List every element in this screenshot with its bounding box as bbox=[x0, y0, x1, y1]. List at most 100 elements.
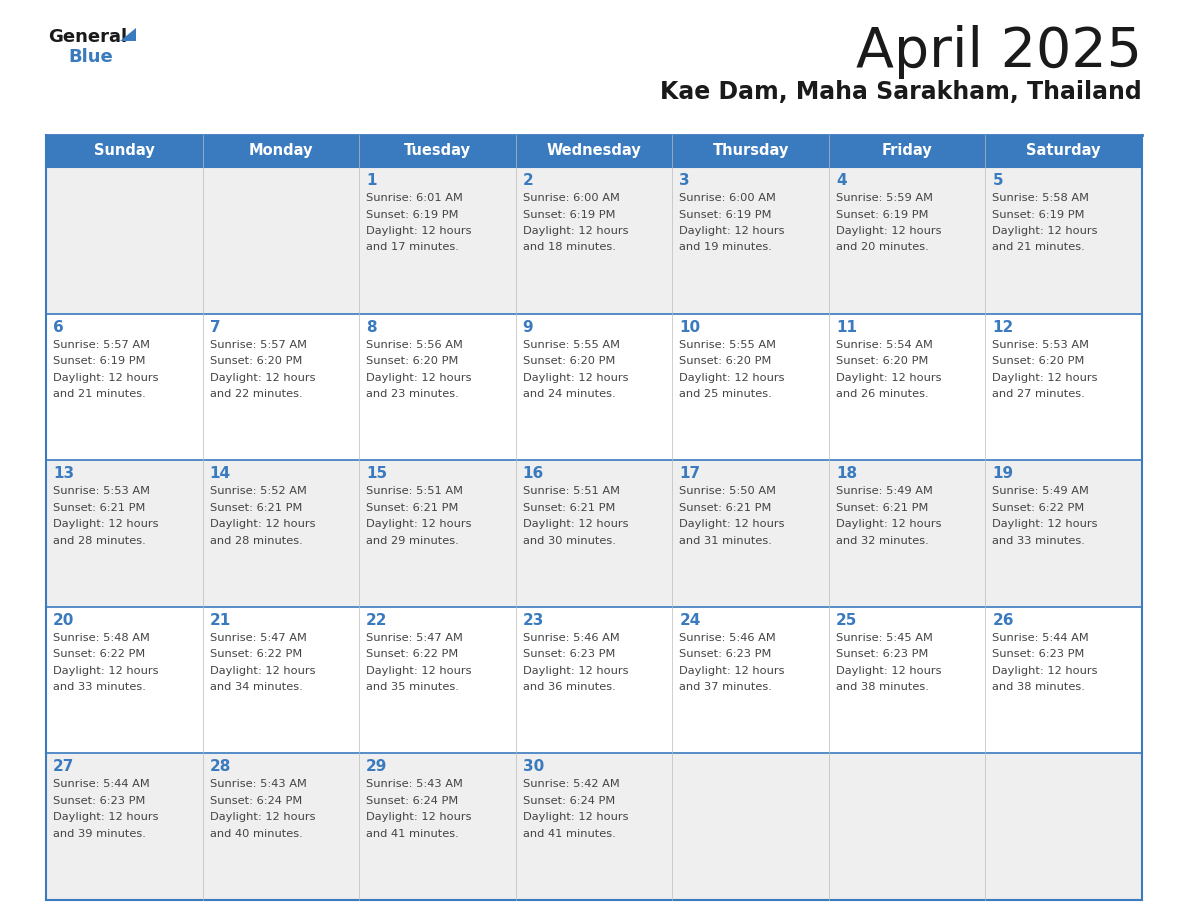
Text: Daylight: 12 hours: Daylight: 12 hours bbox=[836, 666, 941, 676]
Text: 18: 18 bbox=[836, 466, 857, 481]
Bar bbox=[46, 167, 203, 314]
Text: Sunset: 6:20 PM: Sunset: 6:20 PM bbox=[209, 356, 302, 366]
Text: Sunrise: 5:49 AM: Sunrise: 5:49 AM bbox=[836, 487, 933, 497]
Text: Daylight: 12 hours: Daylight: 12 hours bbox=[523, 226, 628, 236]
Text: Sunrise: 5:47 AM: Sunrise: 5:47 AM bbox=[209, 633, 307, 643]
Text: Sunset: 6:24 PM: Sunset: 6:24 PM bbox=[209, 796, 302, 806]
Text: Daylight: 12 hours: Daylight: 12 hours bbox=[366, 812, 472, 823]
Text: and 20 minutes.: and 20 minutes. bbox=[836, 242, 929, 252]
Text: 8: 8 bbox=[366, 319, 377, 334]
Text: Sunrise: 5:48 AM: Sunrise: 5:48 AM bbox=[53, 633, 150, 643]
Text: 25: 25 bbox=[836, 613, 858, 628]
Text: and 38 minutes.: and 38 minutes. bbox=[992, 682, 1086, 692]
Text: Daylight: 12 hours: Daylight: 12 hours bbox=[680, 666, 785, 676]
Text: 27: 27 bbox=[53, 759, 75, 775]
Text: 3: 3 bbox=[680, 173, 690, 188]
Bar bbox=[516, 314, 672, 460]
Text: Sunset: 6:21 PM: Sunset: 6:21 PM bbox=[836, 503, 928, 512]
Text: 22: 22 bbox=[366, 613, 387, 628]
Bar bbox=[985, 607, 1142, 754]
Text: Sunset: 6:19 PM: Sunset: 6:19 PM bbox=[680, 209, 772, 219]
Text: Daylight: 12 hours: Daylight: 12 hours bbox=[680, 373, 785, 383]
Text: Sunset: 6:19 PM: Sunset: 6:19 PM bbox=[523, 209, 615, 219]
Text: Sunset: 6:23 PM: Sunset: 6:23 PM bbox=[680, 649, 772, 659]
Text: and 17 minutes.: and 17 minutes. bbox=[366, 242, 459, 252]
Text: and 23 minutes.: and 23 minutes. bbox=[366, 389, 459, 399]
Text: Daylight: 12 hours: Daylight: 12 hours bbox=[366, 666, 472, 676]
Text: Friday: Friday bbox=[881, 143, 933, 159]
Text: Blue: Blue bbox=[68, 48, 113, 66]
Text: Sunrise: 5:44 AM: Sunrise: 5:44 AM bbox=[53, 779, 150, 789]
Text: 6: 6 bbox=[53, 319, 64, 334]
Text: Sunset: 6:21 PM: Sunset: 6:21 PM bbox=[209, 503, 302, 512]
Text: 21: 21 bbox=[209, 613, 230, 628]
Text: Wednesday: Wednesday bbox=[546, 143, 642, 159]
Text: Daylight: 12 hours: Daylight: 12 hours bbox=[992, 520, 1098, 529]
Text: 19: 19 bbox=[992, 466, 1013, 481]
Text: 12: 12 bbox=[992, 319, 1013, 334]
Text: Sunset: 6:23 PM: Sunset: 6:23 PM bbox=[836, 649, 928, 659]
Text: and 22 minutes.: and 22 minutes. bbox=[209, 389, 302, 399]
Text: Sunrise: 5:53 AM: Sunrise: 5:53 AM bbox=[53, 487, 150, 497]
Text: Sunrise: 5:55 AM: Sunrise: 5:55 AM bbox=[523, 340, 620, 350]
Bar bbox=[829, 167, 985, 314]
Text: Daylight: 12 hours: Daylight: 12 hours bbox=[992, 373, 1098, 383]
Text: Daylight: 12 hours: Daylight: 12 hours bbox=[992, 666, 1098, 676]
Text: Daylight: 12 hours: Daylight: 12 hours bbox=[209, 520, 315, 529]
Bar bbox=[985, 314, 1142, 460]
Text: Sunset: 6:24 PM: Sunset: 6:24 PM bbox=[366, 796, 459, 806]
Text: and 33 minutes.: and 33 minutes. bbox=[53, 682, 146, 692]
Text: and 21 minutes.: and 21 minutes. bbox=[53, 389, 146, 399]
Bar bbox=[359, 607, 516, 754]
Text: Sunrise: 5:51 AM: Sunrise: 5:51 AM bbox=[366, 487, 463, 497]
Text: and 26 minutes.: and 26 minutes. bbox=[836, 389, 929, 399]
Text: and 32 minutes.: and 32 minutes. bbox=[836, 536, 929, 545]
Bar bbox=[985, 167, 1142, 314]
Text: 2: 2 bbox=[523, 173, 533, 188]
Bar bbox=[829, 607, 985, 754]
Text: Sunrise: 6:00 AM: Sunrise: 6:00 AM bbox=[680, 193, 776, 203]
Bar bbox=[672, 460, 829, 607]
Bar bbox=[359, 460, 516, 607]
Text: Sunset: 6:21 PM: Sunset: 6:21 PM bbox=[680, 503, 772, 512]
Bar bbox=[985, 754, 1142, 900]
Text: Daylight: 12 hours: Daylight: 12 hours bbox=[836, 226, 941, 236]
Text: and 27 minutes.: and 27 minutes. bbox=[992, 389, 1085, 399]
Text: and 18 minutes.: and 18 minutes. bbox=[523, 242, 615, 252]
Text: Sunrise: 5:43 AM: Sunrise: 5:43 AM bbox=[366, 779, 463, 789]
Text: Daylight: 12 hours: Daylight: 12 hours bbox=[836, 373, 941, 383]
Text: and 39 minutes.: and 39 minutes. bbox=[53, 829, 146, 839]
Text: 11: 11 bbox=[836, 319, 857, 334]
Text: Sunset: 6:20 PM: Sunset: 6:20 PM bbox=[366, 356, 459, 366]
Text: Daylight: 12 hours: Daylight: 12 hours bbox=[366, 520, 472, 529]
Text: 20: 20 bbox=[53, 613, 75, 628]
Bar bbox=[672, 167, 829, 314]
Text: and 38 minutes.: and 38 minutes. bbox=[836, 682, 929, 692]
Text: General: General bbox=[48, 28, 127, 46]
Text: 9: 9 bbox=[523, 319, 533, 334]
Text: and 28 minutes.: and 28 minutes. bbox=[209, 536, 302, 545]
Text: and 25 minutes.: and 25 minutes. bbox=[680, 389, 772, 399]
Polygon shape bbox=[120, 28, 135, 41]
Text: Sunrise: 5:44 AM: Sunrise: 5:44 AM bbox=[992, 633, 1089, 643]
Text: 23: 23 bbox=[523, 613, 544, 628]
Bar bbox=[46, 607, 203, 754]
Text: Daylight: 12 hours: Daylight: 12 hours bbox=[366, 226, 472, 236]
Text: Sunrise: 5:54 AM: Sunrise: 5:54 AM bbox=[836, 340, 933, 350]
Text: Sunset: 6:21 PM: Sunset: 6:21 PM bbox=[53, 503, 145, 512]
Bar bbox=[203, 314, 359, 460]
Text: Sunrise: 5:49 AM: Sunrise: 5:49 AM bbox=[992, 487, 1089, 497]
Text: Sunset: 6:22 PM: Sunset: 6:22 PM bbox=[53, 649, 145, 659]
Text: Monday: Monday bbox=[248, 143, 314, 159]
Text: Sunrise: 5:59 AM: Sunrise: 5:59 AM bbox=[836, 193, 933, 203]
Text: Daylight: 12 hours: Daylight: 12 hours bbox=[209, 666, 315, 676]
Text: Daylight: 12 hours: Daylight: 12 hours bbox=[209, 812, 315, 823]
Text: Sunrise: 5:43 AM: Sunrise: 5:43 AM bbox=[209, 779, 307, 789]
Text: Sunrise: 6:00 AM: Sunrise: 6:00 AM bbox=[523, 193, 620, 203]
Text: and 37 minutes.: and 37 minutes. bbox=[680, 682, 772, 692]
Bar bbox=[516, 460, 672, 607]
Text: Sunrise: 5:58 AM: Sunrise: 5:58 AM bbox=[992, 193, 1089, 203]
Text: Sunrise: 5:56 AM: Sunrise: 5:56 AM bbox=[366, 340, 463, 350]
Text: Sunrise: 5:57 AM: Sunrise: 5:57 AM bbox=[53, 340, 150, 350]
Bar bbox=[46, 314, 203, 460]
